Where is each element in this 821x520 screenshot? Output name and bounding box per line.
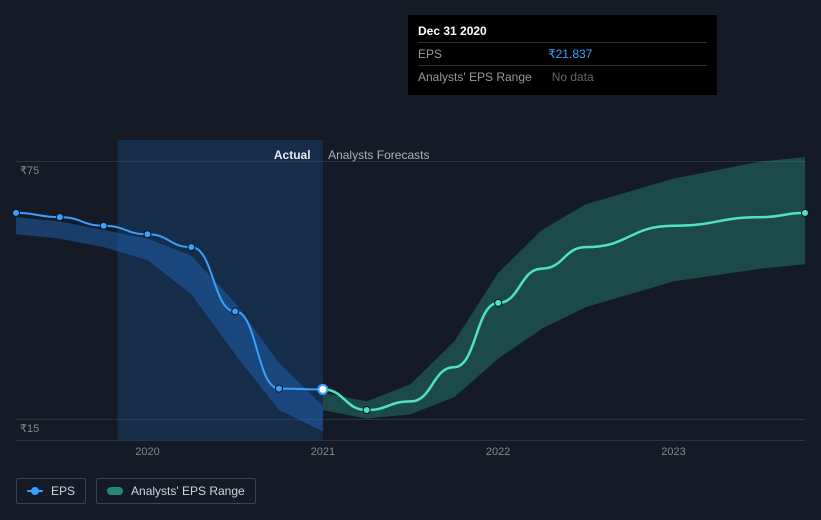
chart-tooltip: Dec 31 2020 EPS ₹21.837 Analysts' EPS Rang… [408,15,717,95]
tooltip-date: Dec 31 2020 [418,22,707,40]
forecast-region-label: Analysts Forecasts [328,148,429,162]
legend-item[interactable]: Analysts' EPS Range [96,478,256,504]
data-point [13,209,20,216]
legend-label: EPS [51,484,75,498]
chart-legend: EPS Analysts' EPS Range [16,478,256,504]
axis-line [16,440,805,443]
data-point [363,407,370,414]
legend-item[interactable]: EPS [16,478,86,504]
data-point [232,308,239,315]
legend-label: Analysts' EPS Range [131,484,245,498]
actual-region-label: Actual [274,148,311,162]
tooltip-row: Analysts' EPS Range No data [418,65,707,88]
data-point [276,385,283,392]
data-point [56,214,63,221]
cursor-marker [318,385,327,394]
x-axis-label: 2020 [135,446,159,458]
tooltip-value: No data [552,68,594,86]
tooltip-label: EPS [418,45,528,63]
legend-swatch [27,490,43,492]
x-axis-label: 2021 [311,446,335,458]
data-point [144,231,151,238]
data-point [802,209,809,216]
tooltip-label: Analysts' EPS Range [418,68,532,86]
data-point [495,299,502,306]
range-band [323,157,805,418]
x-axis-label: 2022 [486,446,510,458]
x-axis-label: 2023 [661,446,685,458]
data-point [188,244,195,251]
tooltip-value: ₹21.837 [548,45,592,63]
eps-chart: ₹75₹15 2020202120222023 ActualAnalysts F… [16,120,805,460]
data-point [100,222,107,229]
chart-plot [16,140,805,440]
tooltip-row: EPS ₹21.837 [418,42,707,65]
legend-swatch [107,487,123,495]
